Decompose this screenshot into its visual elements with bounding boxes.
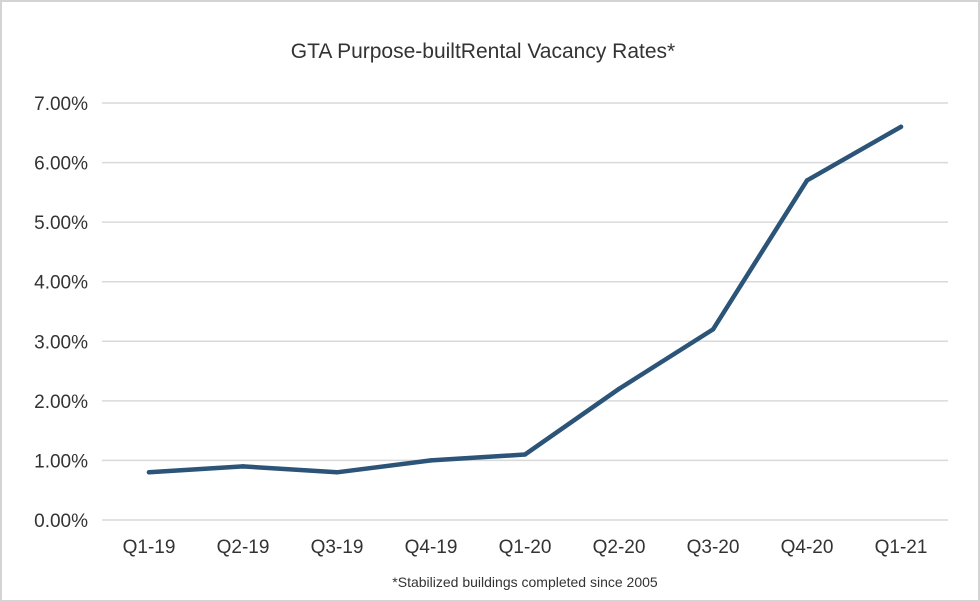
vacancy-rate-line <box>146 124 904 475</box>
x-tick-label: Q3-19 <box>311 537 364 558</box>
data-point <box>522 452 528 457</box>
x-tick-label: Q2-20 <box>593 537 646 558</box>
grid-lines <box>102 102 948 521</box>
data-point <box>616 386 622 392</box>
chart-footnote: *Stabilized buildings completed since 20… <box>392 574 658 590</box>
y-tick-label: 0.00% <box>34 511 88 532</box>
data-point <box>240 464 246 469</box>
y-tick-label: 4.00% <box>34 273 88 294</box>
x-axis-tick-labels: Q1-19 Q2-19 Q3-19 Q4-19 Q1-20 Q2-20 Q3-20 Q4-20… <box>123 537 928 558</box>
x-tick-label: Q1-21 <box>875 537 928 558</box>
y-tick-label: 2.00% <box>34 392 88 413</box>
data-point <box>428 458 434 463</box>
data-point <box>710 327 716 332</box>
y-tick-label: 5.00% <box>34 213 88 234</box>
y-tick-label: 3.00% <box>34 332 88 353</box>
x-tick-label: Q4-19 <box>405 537 458 558</box>
data-points <box>146 124 904 475</box>
y-tick-label: 7.00% <box>34 94 88 115</box>
x-tick-label: Q2-19 <box>217 537 270 558</box>
x-tick-label: Q1-20 <box>499 537 552 558</box>
data-point <box>898 124 904 130</box>
data-point <box>146 470 152 475</box>
y-axis-tick-labels: 0.00% 1.00% 2.00% 3.00% 4.00% 5.00% 6.00% 7.00% <box>34 94 88 532</box>
data-point <box>334 470 340 475</box>
y-tick-label: 6.00% <box>34 154 88 175</box>
x-tick-label: Q3-20 <box>687 537 740 558</box>
y-tick-label: 1.00% <box>34 451 88 472</box>
x-tick-label: Q1-19 <box>123 537 176 558</box>
x-tick-label: Q4-20 <box>781 537 834 558</box>
data-point <box>804 178 810 183</box>
chart-title: GTA Purpose-builtRental Vacancy Rates* <box>291 40 675 63</box>
